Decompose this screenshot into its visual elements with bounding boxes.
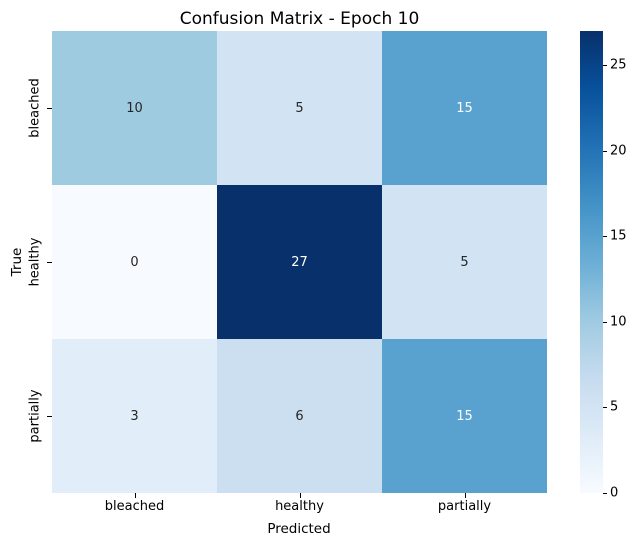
colorbar xyxy=(580,31,603,493)
colorbar-tick-label-5: 5 xyxy=(610,399,619,415)
y-tick-label-partially: partially xyxy=(27,389,43,443)
y-tick-mark xyxy=(47,262,52,263)
x-axis-label: Predicted xyxy=(267,521,331,537)
colorbar-tick-label-15: 15 xyxy=(610,228,627,244)
heatmap-cell-partially-healthy: 6 xyxy=(217,339,382,493)
x-tick-mark xyxy=(299,493,301,498)
x-tick-label-bleached: bleached xyxy=(104,499,165,514)
colorbar-tick-mark xyxy=(603,493,607,494)
heatmap-cell-bleached-bleached: 10 xyxy=(52,31,217,185)
chart-title: Confusion Matrix - Epoch 10 xyxy=(179,9,420,29)
colorbar-tick-label-20: 20 xyxy=(610,143,627,159)
heatmap-cell-healthy-healthy: 27 xyxy=(217,185,382,339)
y-axis-label: True xyxy=(9,247,25,277)
heatmap-cell-partially-bleached: 3 xyxy=(52,339,217,493)
heatmap-cell-healthy-bleached: 0 xyxy=(52,185,217,339)
y-tick-label-healthy: healthy xyxy=(27,237,43,287)
heatmap-cell-bleached-healthy: 5 xyxy=(217,31,382,185)
heatmap: 10 5 15 0 27 5 3 6 15 xyxy=(52,31,547,493)
x-tick-mark xyxy=(464,493,466,498)
colorbar-tick-mark xyxy=(603,236,607,238)
heatmap-cell-partially-partially: 15 xyxy=(382,339,547,493)
colorbar-tick-label-10: 10 xyxy=(610,314,627,330)
x-tick-mark xyxy=(134,493,136,498)
x-tick-label-healthy: healthy xyxy=(275,499,324,514)
x-tick-label-partially: partially xyxy=(437,499,492,514)
heatmap-cell-healthy-partially: 5 xyxy=(382,185,547,339)
y-tick-mark xyxy=(47,108,52,109)
colorbar-tick-mark xyxy=(603,150,607,152)
colorbar-tick-mark xyxy=(603,65,607,67)
colorbar-tick-label-0: 0 xyxy=(610,485,619,501)
y-tick-mark xyxy=(47,416,52,417)
heatmap-cell-bleached-partially: 15 xyxy=(382,31,547,185)
colorbar-tick-mark xyxy=(603,407,607,409)
colorbar-tick-label-25: 25 xyxy=(610,57,627,73)
colorbar-tick-mark xyxy=(603,321,607,323)
y-tick-label-bleached: bleached xyxy=(27,78,43,138)
